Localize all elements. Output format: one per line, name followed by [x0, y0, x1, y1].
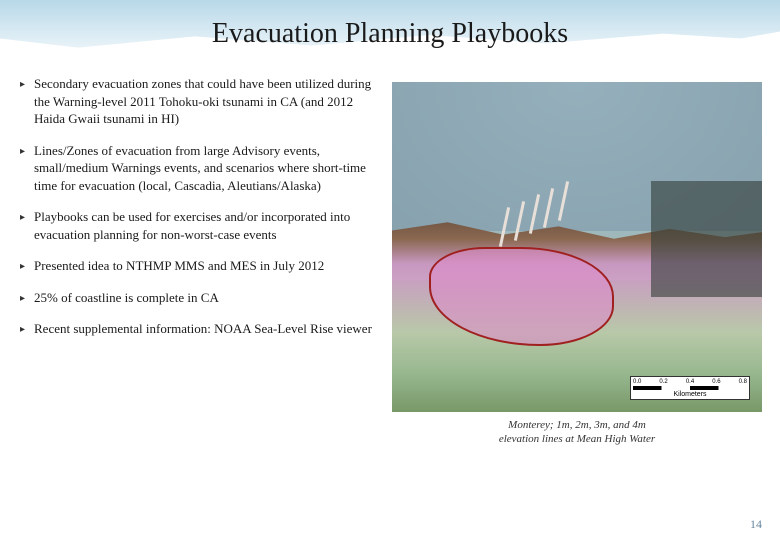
bullet-item: ▸ Recent supplemental information: NOAA …	[20, 320, 380, 338]
map-image: 0.0 0.2 0.4 0.6 0.8 Kilometers	[392, 82, 762, 412]
scale-tick: 0.8	[739, 379, 747, 385]
bullet-item: ▸ Presented idea to NTHMP MMS and MES in…	[20, 257, 380, 275]
bullet-text: Recent supplemental information: NOAA Se…	[34, 320, 380, 338]
map-dark-patch	[651, 181, 762, 297]
map-figure: 0.0 0.2 0.4 0.6 0.8 Kilometers Monterey;…	[392, 82, 762, 462]
bullet-marker-icon: ▸	[20, 320, 34, 338]
page-number: 14	[750, 517, 762, 532]
caption-line: elevation lines at Mean High Water	[499, 433, 655, 445]
bullet-marker-icon: ▸	[20, 142, 34, 195]
scale-band	[633, 386, 747, 390]
bullet-marker-icon: ▸	[20, 257, 34, 275]
bullet-item: ▸ Secondary evacuation zones that could …	[20, 75, 380, 128]
page-title: Evacuation Planning Playbooks	[0, 18, 780, 50]
bullet-text: Playbooks can be used for exercises and/…	[34, 208, 380, 243]
scale-tick: 0.4	[686, 379, 694, 385]
bullet-item: ▸ Lines/Zones of evacuation from large A…	[20, 142, 380, 195]
bullet-item: ▸ 25% of coastline is complete in CA	[20, 289, 380, 307]
bullet-text: Secondary evacuation zones that could ha…	[34, 75, 380, 128]
scale-unit: Kilometers	[633, 391, 747, 398]
map-scale-bar: 0.0 0.2 0.4 0.6 0.8 Kilometers	[630, 376, 750, 400]
scale-tick: 0.6	[712, 379, 720, 385]
bullet-list: ▸ Secondary evacuation zones that could …	[20, 75, 380, 352]
bullet-marker-icon: ▸	[20, 289, 34, 307]
bullet-marker-icon: ▸	[20, 208, 34, 243]
bullet-text: 25% of coastline is complete in CA	[34, 289, 380, 307]
bullet-text: Lines/Zones of evacuation from large Adv…	[34, 142, 380, 195]
bullet-text: Presented idea to NTHMP MMS and MES in J…	[34, 257, 380, 275]
scale-tick: 0.2	[659, 379, 667, 385]
scale-tick: 0.0	[633, 379, 641, 385]
bullet-marker-icon: ▸	[20, 75, 34, 128]
bullet-item: ▸ Playbooks can be used for exercises an…	[20, 208, 380, 243]
scale-ticks: 0.0 0.2 0.4 0.6 0.8	[633, 379, 747, 385]
map-caption: Monterey; 1m, 2m, 3m, and 4m elevation l…	[392, 418, 762, 447]
caption-line: Monterey; 1m, 2m, 3m, and 4m	[508, 419, 646, 431]
